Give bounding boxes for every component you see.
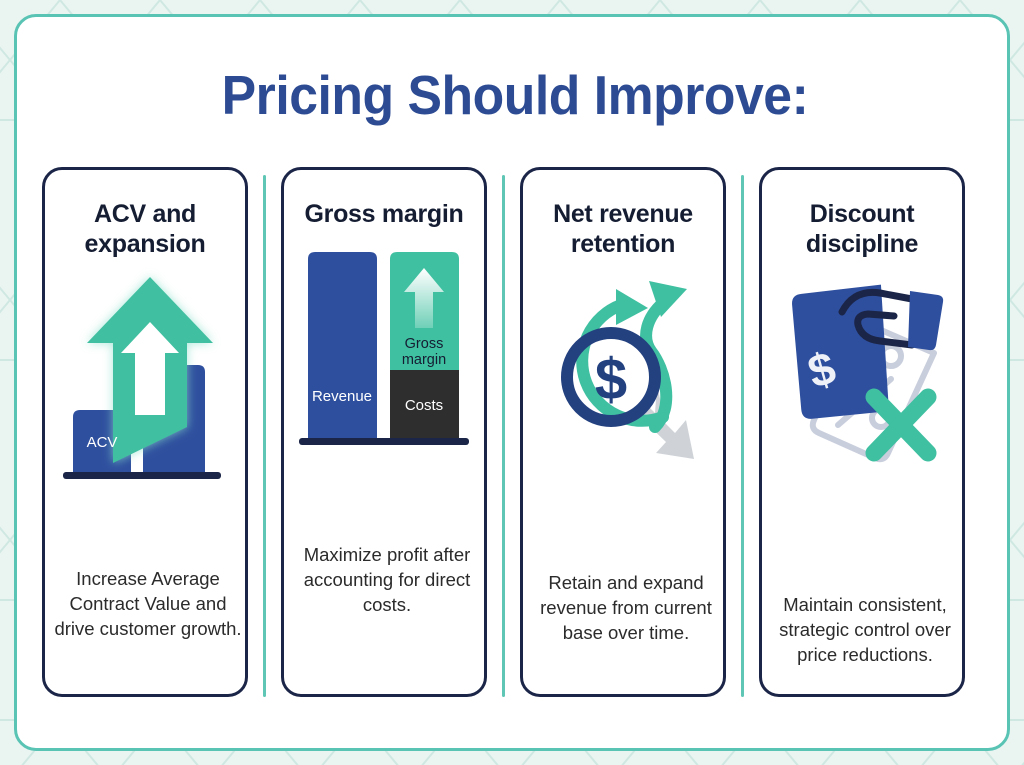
dollar-circle-retention-icon: $ $ (523, 267, 723, 497)
bar-label-gross-margin-bottom: margin (402, 352, 446, 368)
card-description-net-revenue-retention: Retain and expand revenue from current b… (540, 572, 712, 644)
card-title-gross-margin: Gross margin (304, 200, 464, 228)
bar-label-costs: Costs (405, 397, 443, 414)
page-card: Pricing Should Improve: ACV and expansio… (14, 14, 1010, 751)
bar-label-acv: ACV (87, 434, 118, 451)
card-discount-discipline[interactable]: Discount discipline $ (759, 167, 965, 697)
bar-chart-up-arrow-icon: ACV ACV (45, 267, 245, 497)
card-title-net-revenue-retention: Net revenue retention (553, 200, 693, 258)
price-tag-hand-no-discount-icon: $ $ % (762, 267, 962, 497)
bar-label-revenue: Revenue (312, 388, 372, 405)
card-description-acv-and-expansion: Increase Average Contract Value and driv… (54, 568, 242, 640)
stacked-bar-chart-icon: Revenue Gross margin Costs Revenue Gross… (284, 238, 484, 468)
card-acv-and-expansion[interactable]: ACV and expansion (42, 167, 248, 697)
columns-row: ACV and expansion (42, 167, 988, 707)
column-divider-1 (263, 175, 266, 697)
card-title-acv-and-expansion: ACV and expansion (84, 200, 206, 258)
card-description-gross-margin: Maximize profit after accounting for dir… (303, 544, 471, 616)
card-title-discount-discipline: Discount discipline (805, 200, 919, 258)
dollar-sign-icon: $ (595, 347, 627, 412)
column-divider-3 (741, 175, 744, 697)
card-gross-margin[interactable]: Gross margin Revenue (281, 167, 487, 697)
bar-label-gross-margin-top: Gross (405, 336, 444, 352)
card-net-revenue-retention[interactable]: Net revenue retention $ (520, 167, 726, 697)
hand-icon (838, 288, 916, 349)
column-divider-2 (502, 175, 505, 697)
page-title: Pricing Should Improve: (221, 64, 809, 126)
card-description-discount-discipline: Maintain consistent, strategic control o… (779, 594, 951, 666)
green-x-icon (865, 388, 937, 462)
